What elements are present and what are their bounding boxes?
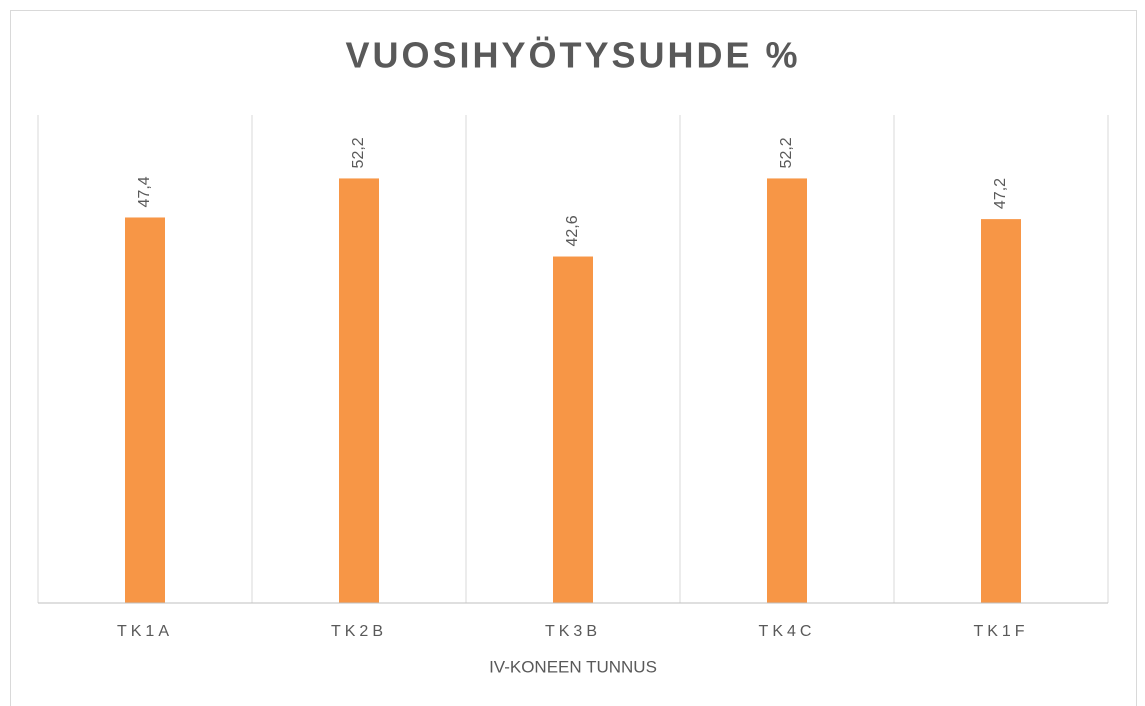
data-label: 47,2	[992, 178, 1009, 209]
bar	[125, 217, 165, 604]
x-axis-title: IV-KONEEN TUNNUS	[489, 657, 657, 676]
bar	[767, 178, 807, 603]
bar	[339, 178, 379, 603]
x-tick-label: TK1F	[973, 623, 1028, 640]
bar	[981, 219, 1021, 603]
data-label: 52,2	[350, 137, 367, 168]
bar	[553, 256, 593, 603]
x-tick-label: TK2B	[331, 623, 387, 640]
x-tick-label: TK3B	[545, 623, 601, 640]
x-tick-label: TK4C	[759, 623, 816, 640]
data-label: 52,2	[778, 137, 795, 168]
data-label: 42,6	[564, 215, 581, 246]
x-tick-label: TK1A	[117, 623, 173, 640]
data-label: 47,4	[136, 176, 153, 207]
chart-title: VUOSIHYÖTYSUHDE %	[345, 35, 800, 76]
